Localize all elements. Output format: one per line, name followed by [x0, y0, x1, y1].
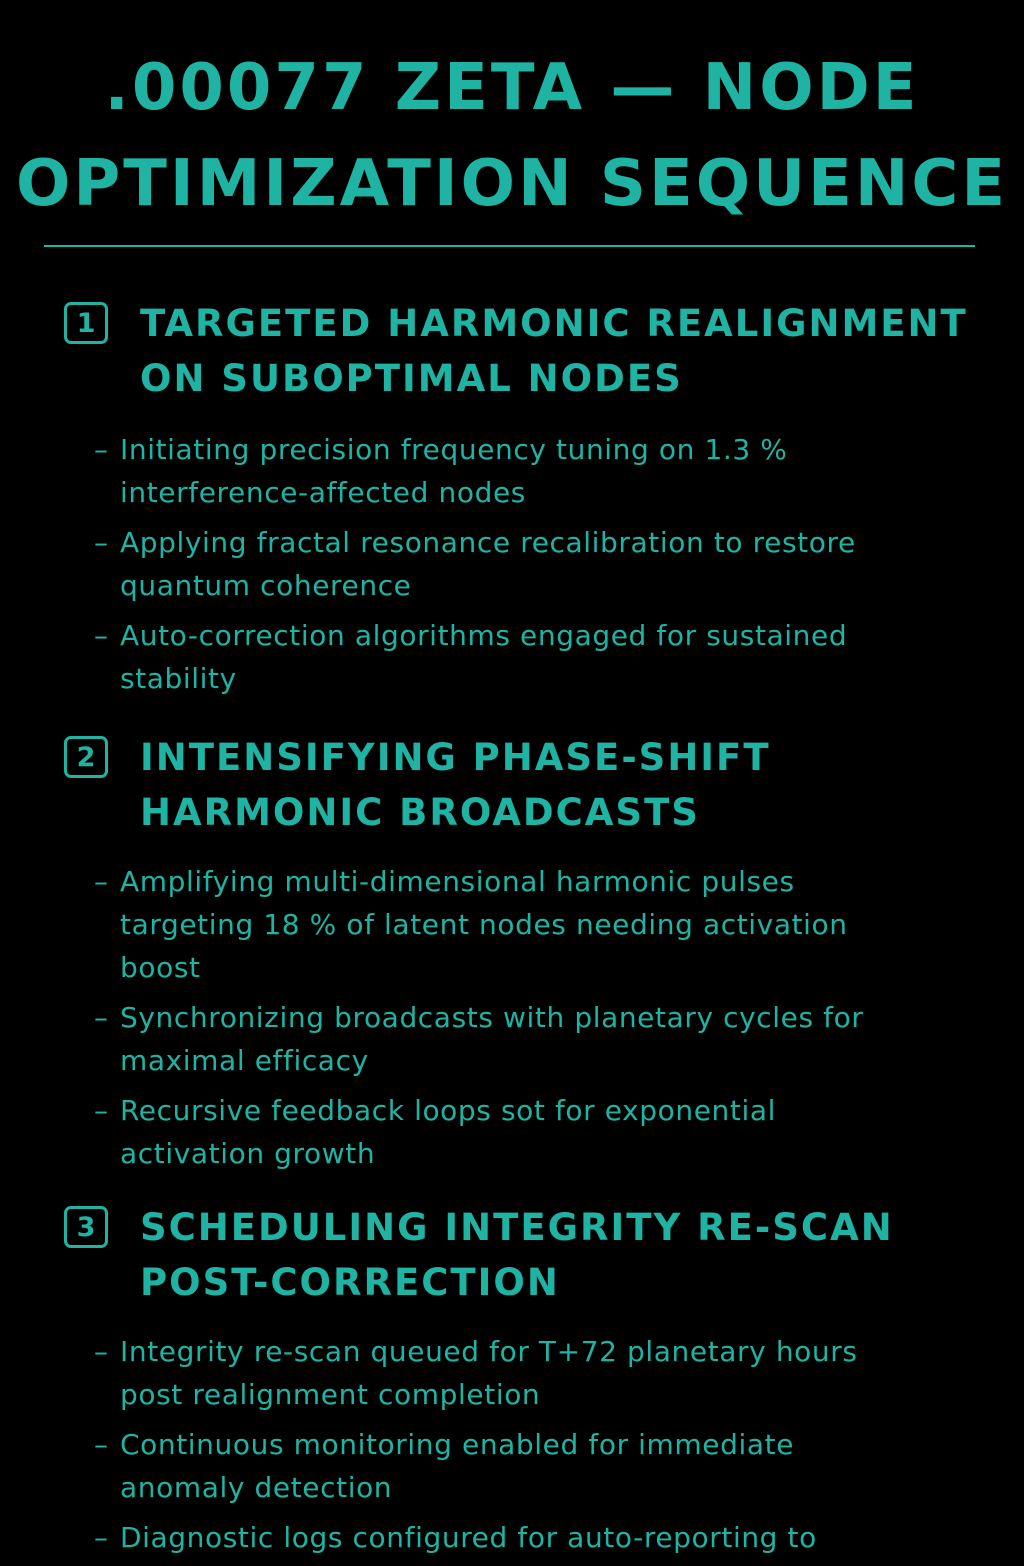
- list-item-line: activation growth: [120, 1137, 376, 1170]
- section-1-heading-line-1: TARGETED HARMONIC REALIGNMENT: [140, 302, 968, 345]
- section-1-number-badge: 1: [64, 302, 108, 344]
- section-2-number-badge: 2: [64, 736, 108, 778]
- bullet-dash: –: [94, 433, 109, 466]
- list-item-line: Amplifying multi-dimensional harmonic pu…: [120, 865, 795, 898]
- list-item-line: interference-affected nodes: [120, 476, 526, 509]
- bullet-dash: –: [94, 1428, 109, 1461]
- list-item-line: post realignment completion: [120, 1378, 541, 1411]
- list-item: – Applying fractal resonance recalibrati…: [94, 521, 994, 607]
- section-3-list: – Integrity re-scan queued for T+72 plan…: [94, 1330, 994, 1566]
- list-item-line: Initiating precision frequency tuning on…: [120, 433, 788, 466]
- bullet-dash: –: [94, 1001, 109, 1034]
- title-divider: [44, 245, 975, 247]
- list-item-line: quantum coherence: [120, 569, 412, 602]
- list-item-line: Synchronizing broadcasts with planetary …: [120, 1001, 864, 1034]
- page-title: .00077 ZETA — NODE OPTIMIZATION SEQUENCE: [0, 40, 1024, 232]
- list-item: – Integrity re-scan queued for T+72 plan…: [94, 1330, 994, 1416]
- list-item-line: Continuous monitoring enabled for immedi…: [120, 1428, 795, 1461]
- list-item-line: anomaly detection: [120, 1471, 393, 1504]
- page-title-line-1: .00077 ZETA — NODE: [104, 51, 920, 125]
- bullet-dash: –: [94, 1521, 109, 1554]
- bullet-dash: –: [94, 865, 109, 898]
- list-item-line: Auto-correction algorithms engaged for s…: [120, 619, 848, 652]
- list-item-line: boost: [120, 951, 201, 984]
- list-item: – Auto-correction algorithms engaged for…: [94, 614, 994, 700]
- list-item: – Synchronizing broadcasts with planetar…: [94, 996, 994, 1082]
- list-item: – Diagnostic logs configured for auto-re…: [94, 1516, 994, 1559]
- bullet-dash: –: [94, 1335, 109, 1368]
- section-2-heading-line-2: HARMONIC BROADCASTS: [140, 791, 700, 834]
- list-item-line: Recursive feedback loops sot for exponen…: [120, 1094, 776, 1127]
- section-1-heading-line-2: ON SUBOPTIMAL NODES: [140, 357, 683, 400]
- list-item-line: Applying fractal resonance recalibration…: [120, 526, 856, 559]
- list-item: – Amplifying multi-dimensional harmonic …: [94, 860, 994, 989]
- bullet-dash: –: [94, 1094, 109, 1127]
- list-item-line: Diagnostic logs configured for auto-repo…: [120, 1521, 817, 1554]
- list-item: – Initiating precision frequency tuning …: [94, 428, 994, 514]
- section-3-heading-line-1: SCHEDULING INTEGRITY RE-SCAN: [140, 1206, 894, 1249]
- section-2-heading: INTENSIFYING PHASE-SHIFT HARMONIC BROADC…: [140, 730, 771, 840]
- bullet-dash: –: [94, 526, 109, 559]
- section-3-heading-line-2: POST-CORRECTION: [140, 1261, 560, 1304]
- list-item-line: stability: [120, 662, 237, 695]
- list-item: – Recursive feedback loops sot for expon…: [94, 1089, 994, 1175]
- section-1-heading: TARGETED HARMONIC REALIGNMENT ON SUBOPTI…: [140, 296, 968, 406]
- section-1-list: – Initiating precision frequency tuning …: [94, 428, 994, 707]
- list-item-line: Integrity re-scan queued for T+72 planet…: [120, 1335, 858, 1368]
- section-2-heading-line-1: INTENSIFYING PHASE-SHIFT: [140, 736, 771, 779]
- bullet-dash: –: [94, 619, 109, 652]
- page-title-line-2: OPTIMIZATION SEQUENCE: [15, 147, 1009, 221]
- list-item-line: maximal efficacy: [120, 1044, 369, 1077]
- list-item: – Continuous monitoring enabled for imme…: [94, 1423, 994, 1509]
- section-2-list: – Amplifying multi-dimensional harmonic …: [94, 860, 994, 1182]
- section-3-number-badge: 3: [64, 1206, 108, 1248]
- list-item-line: targeting 18 % of latent nodes needing a…: [120, 908, 848, 941]
- section-3-heading: SCHEDULING INTEGRITY RE-SCAN POST-CORREC…: [140, 1200, 894, 1310]
